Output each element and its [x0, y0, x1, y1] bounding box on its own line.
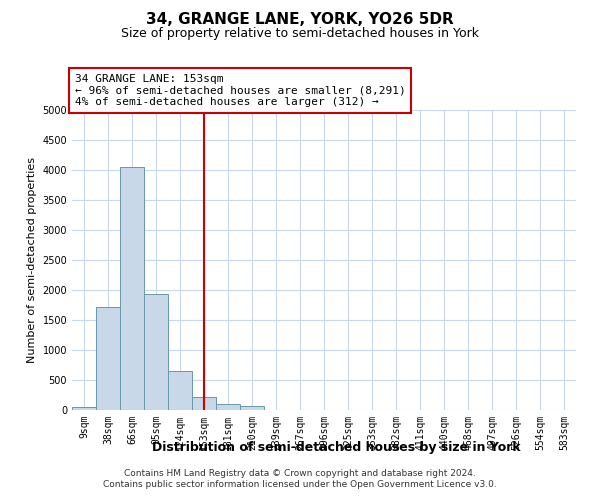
Bar	[240, 406, 264, 410]
Bar	[72, 407, 96, 410]
Bar	[96, 307, 120, 410]
Bar	[192, 397, 216, 410]
Bar	[120, 167, 144, 410]
Bar	[216, 404, 240, 410]
Bar	[144, 294, 168, 410]
Text: 34, GRANGE LANE, YORK, YO26 5DR: 34, GRANGE LANE, YORK, YO26 5DR	[146, 12, 454, 28]
Text: Distribution of semi-detached houses by size in York: Distribution of semi-detached houses by …	[152, 441, 520, 454]
Y-axis label: Number of semi-detached properties: Number of semi-detached properties	[27, 157, 37, 363]
Text: Size of property relative to semi-detached houses in York: Size of property relative to semi-detach…	[121, 28, 479, 40]
Bar	[168, 371, 192, 410]
Text: 34 GRANGE LANE: 153sqm
← 96% of semi-detached houses are smaller (8,291)
4% of s: 34 GRANGE LANE: 153sqm ← 96% of semi-det…	[74, 74, 405, 107]
Text: Contains HM Land Registry data © Crown copyright and database right 2024.: Contains HM Land Registry data © Crown c…	[124, 468, 476, 477]
Text: Contains public sector information licensed under the Open Government Licence v3: Contains public sector information licen…	[103, 480, 497, 489]
